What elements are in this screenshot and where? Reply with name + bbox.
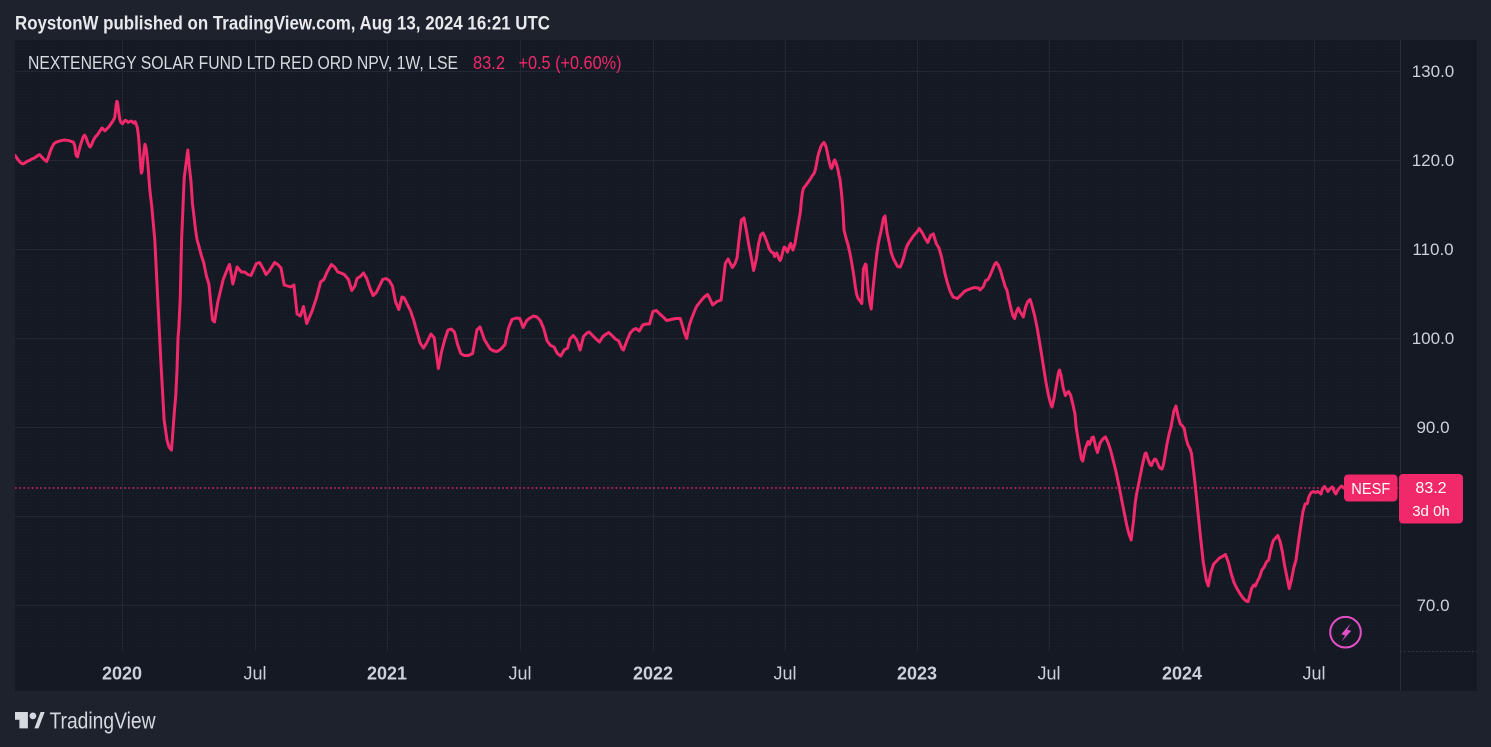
svg-text:TradingView: TradingView <box>50 708 156 734</box>
svg-text:2023: 2023 <box>897 664 937 684</box>
svg-text:Jul: Jul <box>773 664 796 684</box>
svg-text:Jul: Jul <box>1037 664 1060 684</box>
svg-text:100.0: 100.0 <box>1412 329 1455 348</box>
svg-text:RoystonW published on TradingV: RoystonW published on TradingView.com, A… <box>15 14 550 35</box>
svg-text:2020: 2020 <box>102 664 142 684</box>
svg-text:83.2: 83.2 <box>473 53 505 73</box>
svg-text:NEXTENERGY SOLAR FUND LTD RED: NEXTENERGY SOLAR FUND LTD RED ORD NPV, 1… <box>28 53 458 73</box>
svg-text:2021: 2021 <box>367 664 407 684</box>
svg-text:+0.5 (+0.60%): +0.5 (+0.60%) <box>519 53 622 73</box>
svg-text:Jul: Jul <box>1302 664 1325 684</box>
svg-text:130.0: 130.0 <box>1412 62 1455 81</box>
svg-text:3d 0h: 3d 0h <box>1412 503 1450 520</box>
svg-text:Jul: Jul <box>243 664 266 684</box>
svg-text:2022: 2022 <box>633 664 673 684</box>
svg-text:NESF: NESF <box>1351 481 1390 498</box>
svg-text:83.2: 83.2 <box>1415 480 1446 497</box>
svg-text:110.0: 110.0 <box>1412 240 1453 259</box>
svg-text:90.0: 90.0 <box>1416 418 1449 437</box>
svg-text:70.0: 70.0 <box>1416 596 1449 615</box>
svg-text:Jul: Jul <box>508 664 531 684</box>
svg-text:2024: 2024 <box>1162 664 1202 684</box>
svg-text:120.0: 120.0 <box>1412 151 1455 170</box>
